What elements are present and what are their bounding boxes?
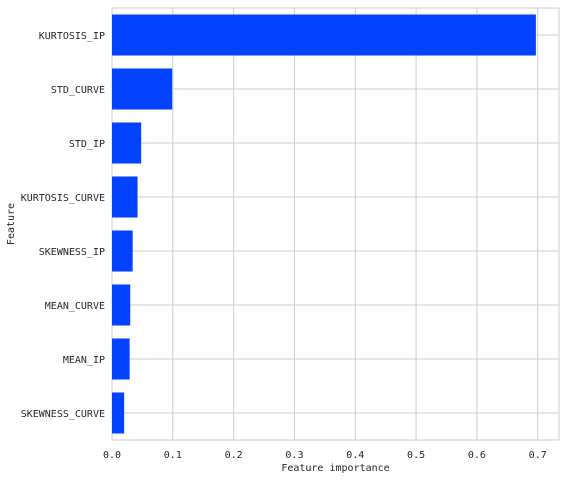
y-tick-label: MEAN_CURVE [45,301,105,312]
bar-mean-ip [112,338,130,380]
x-tick-label: 0.5 [407,450,425,461]
x-axis-label: Feature importance [281,463,389,474]
x-tick-label: 0.6 [468,450,486,461]
y-tick-labels: KURTOSIS_IP STD_CURVE STD_IP KURTOSIS_CURVE… [21,31,105,420]
x-tick-label: 0.3 [285,450,303,461]
bar-std-curve [112,68,173,110]
x-tick-label: 0.7 [529,450,547,461]
y-axis-label: Feature [6,203,17,245]
grid-lines [111,8,559,440]
bars [112,14,536,434]
bar-skewness-ip [112,230,133,272]
x-tick-label: 0.4 [346,450,364,461]
bar-skewness-curve [112,392,125,434]
y-tick-label: SKEWNESS_CURVE [21,409,105,420]
x-tick-label: 0.0 [103,450,121,461]
y-tick-label: KURTOSIS_IP [39,31,105,42]
y-tick-label: STD_CURVE [51,85,105,96]
x-tick-label: 0.2 [225,450,243,461]
bar-std-ip [112,122,142,164]
y-tick-label: KURTOSIS_CURVE [21,193,105,204]
bar-kurtosis-curve [112,176,138,218]
y-tick-label: SKEWNESS_IP [39,247,105,258]
y-tick-label: STD_IP [69,139,105,150]
x-tick-labels: 0.0 0.1 0.2 0.3 0.4 0.5 0.6 0.7 [103,450,547,461]
bar-kurtosis-ip [112,14,536,56]
y-tick-label: MEAN_IP [63,355,105,366]
plot-area [111,7,560,441]
x-tick-label: 0.1 [164,450,182,461]
bar-mean-curve [112,284,131,326]
